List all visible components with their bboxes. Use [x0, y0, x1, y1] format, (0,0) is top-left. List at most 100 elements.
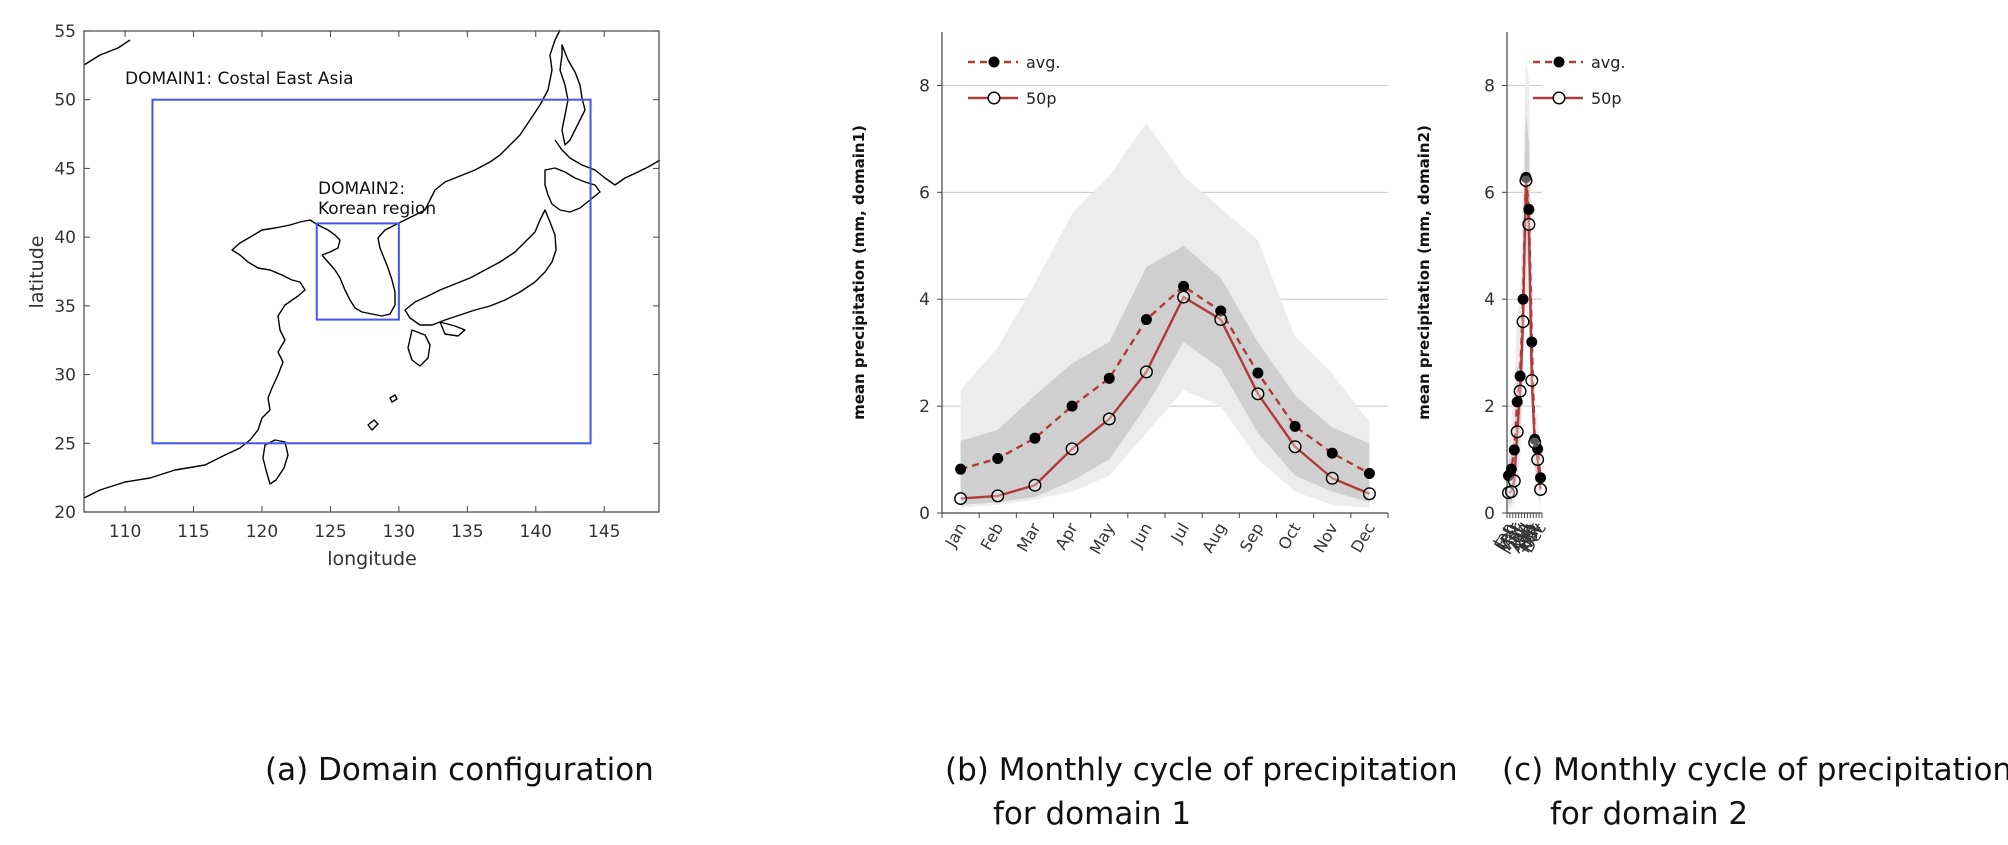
domain1-box: [151, 98, 592, 445]
y-tick-label: 4: [919, 290, 930, 310]
legend-50p-marker: [1552, 91, 1566, 105]
domain-map: 110 115 120 125 130 135 140 145 20 25 30 35 40 45 50 55…: [26, 22, 661, 570]
legend-50p-marker: [987, 91, 1001, 105]
avg-point: [1517, 293, 1529, 305]
legend-avg-marker: [988, 56, 1000, 68]
domain2-label-line2: Korean region: [318, 199, 436, 219]
avg-point: [1529, 433, 1541, 445]
avg-point: [1178, 280, 1190, 292]
map-ytick-label: 55: [54, 22, 76, 42]
map-xtick-label: 115: [177, 522, 209, 542]
dark-range-band: [960, 245, 1370, 505]
ryukyu-island-1: [367, 419, 379, 431]
map-frame: [83, 30, 660, 513]
avg-point: [992, 452, 1004, 464]
map-xtick-label: 145: [588, 522, 620, 542]
p50-point: [1510, 425, 1524, 439]
p50-point: [1325, 471, 1339, 485]
p50-point: [1362, 487, 1376, 501]
okhotsk-coast: [554, 139, 661, 186]
avg-point: [955, 463, 967, 475]
domain2-box: [315, 222, 400, 321]
p50-point: [991, 489, 1005, 503]
domain-map-panel: 110 115 120 125 130 135 140 145 20 25 30 35 40 45 50 55…: [0, 0, 880, 845]
y-axis-label: mean precipitation (mm, domain2): [1415, 125, 1433, 420]
map-xtick-label: 125: [314, 522, 346, 542]
map-ytick-label: 30: [54, 366, 76, 386]
avg-point: [1505, 463, 1517, 475]
p50-point: [1028, 478, 1042, 492]
sakhalin-coast: [559, 44, 586, 146]
x-tick-label: Oct: [1274, 520, 1304, 553]
y-tick-label: 2: [1484, 397, 1495, 417]
y-tick-label: 6: [1484, 183, 1495, 203]
p50-point: [1504, 485, 1518, 499]
map-xtick-label: 120: [246, 522, 278, 542]
avg-point: [1103, 372, 1115, 384]
y-tick-label: 0: [1484, 504, 1495, 524]
shikoku-coast: [439, 321, 466, 337]
avg-point: [1326, 447, 1338, 459]
p50-point: [1288, 440, 1302, 454]
y-tick-label: 8: [919, 76, 930, 96]
map-ytick-label: 25: [54, 434, 76, 454]
domain1-label: DOMAIN1: Costal East Asia: [125, 69, 354, 89]
y-tick-label: 8: [1484, 76, 1495, 96]
legend-avg-label: avg.: [1591, 53, 1626, 72]
avg-point: [1535, 472, 1547, 484]
p50-point: [1528, 435, 1542, 449]
avg-point: [1508, 444, 1520, 456]
domain2-label-line1: DOMAIN2:: [318, 179, 405, 199]
p50-point: [1214, 313, 1228, 327]
p50-point: [1534, 482, 1548, 496]
korea-coast: [321, 29, 561, 317]
avg-point: [1363, 467, 1375, 479]
p50-point: [1525, 373, 1539, 387]
p50-point: [1513, 384, 1527, 398]
caption-c-line2: for domain 2: [1550, 796, 1749, 832]
x-tick-label: Nov: [1310, 520, 1342, 557]
legend-avg-label: avg.: [1026, 53, 1061, 72]
p50-point: [1522, 217, 1536, 231]
precip-chart-domain2-panel: 0 2 4 6 8 Jan Feb Mar Apr May Jun Jul Aug Sep Oct Nov De…: [1415, 0, 2008, 845]
y-tick-label: 2: [919, 397, 930, 417]
x-tick-label: Dec: [1347, 520, 1379, 556]
x-tick-label: Feb: [977, 520, 1008, 554]
map-ytick-label: 45: [54, 159, 76, 179]
p50-point: [1507, 474, 1521, 488]
map-xlabel: longitude: [327, 548, 417, 570]
y-tick-label: 6: [919, 183, 930, 203]
legend-avg-marker: [1553, 56, 1565, 68]
avg-point: [1029, 432, 1041, 444]
precip-chart-domain1: 0 2 4 6 8 Jan Feb Mar Apr May Jun Jul Aug Sep Oct Nov De…: [850, 32, 1389, 558]
p50-point: [1177, 290, 1191, 304]
map-ytick-label: 40: [54, 228, 76, 248]
avg-point: [1532, 443, 1544, 455]
p50-point: [1516, 315, 1530, 329]
y-axis-label: mean precipitation (mm, domain1): [850, 125, 868, 420]
avg-point: [1252, 367, 1264, 379]
map-ytick-label: 35: [54, 297, 76, 317]
precip-chart-domain1-panel: 0 2 4 6 8 Jan Feb Mar Apr May Jun Jul Aug Sep Oct Nov De…: [850, 0, 1475, 845]
russia-coast-nw: [83, 39, 131, 66]
x-tick-label: Jul: [1166, 520, 1193, 547]
p50-point: [1065, 442, 1079, 456]
caption-b-line2: for domain 1: [993, 796, 1192, 832]
map-xtick-label: 135: [451, 522, 483, 542]
ryukyu-island-2: [389, 394, 398, 403]
caption-c-line1: (c) Monthly cycle of precipitation: [1502, 752, 2008, 788]
taiwan-coast: [262, 439, 289, 485]
x-tick-label: Jan: [941, 520, 970, 552]
p50-point: [1139, 365, 1153, 379]
avg-point: [1526, 336, 1538, 348]
y-tick-label: 4: [1484, 290, 1495, 310]
x-tick-label: Aug: [1198, 520, 1230, 557]
p50-point: [1519, 174, 1533, 188]
caption-b-line1: (b) Monthly cycle of precipitation: [945, 752, 1458, 788]
map-ytick-label: 50: [54, 91, 76, 111]
series-line-avg: [960, 284, 1370, 475]
legend-50p-label: 50p: [1026, 89, 1057, 108]
p50-point: [1531, 453, 1545, 467]
y-tick-label: 0: [919, 504, 930, 524]
map-xtick-label: 130: [383, 522, 415, 542]
